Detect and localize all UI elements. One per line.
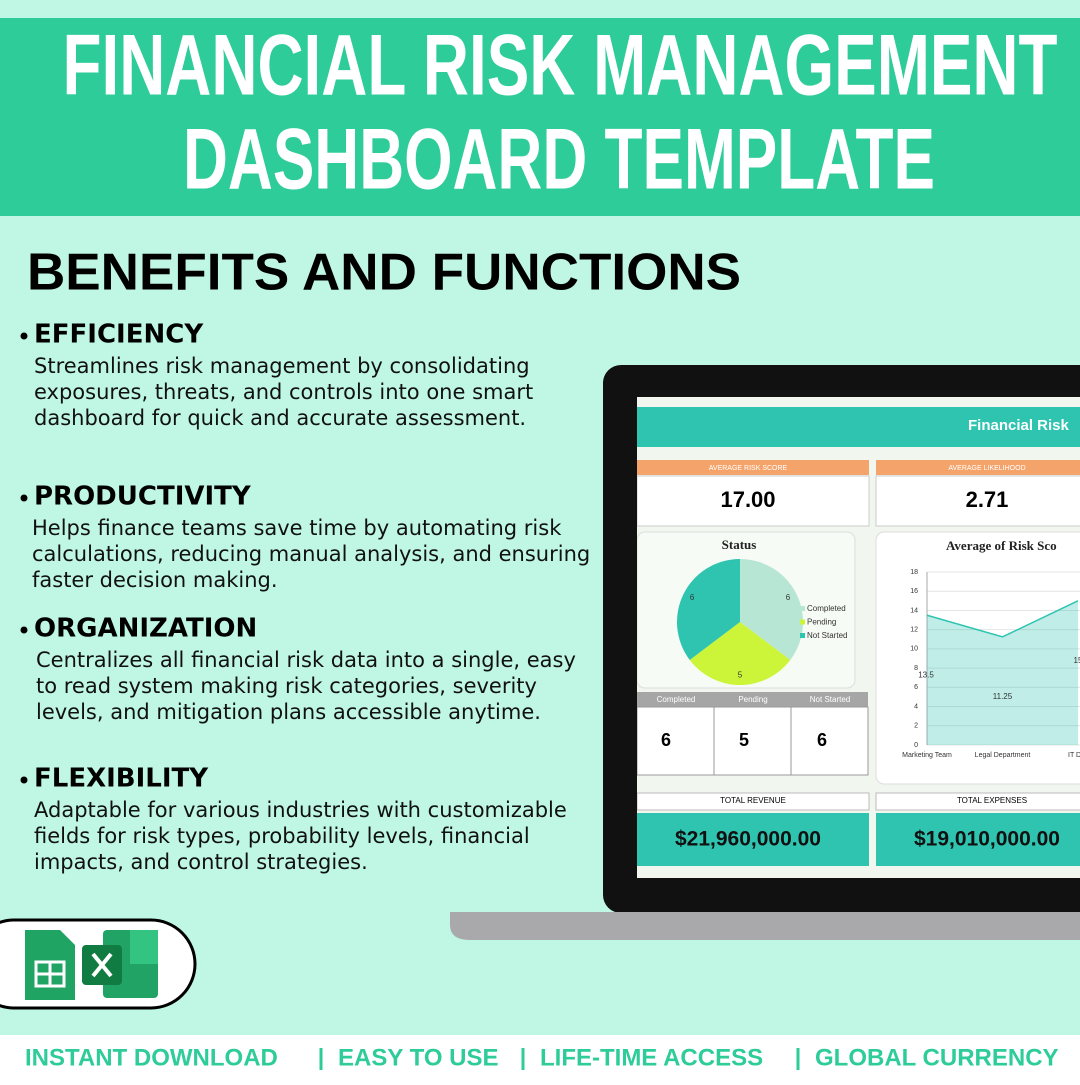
bullet [20, 332, 28, 340]
y-tick-label: 8 [914, 665, 918, 672]
footer-band [0, 1035, 1080, 1080]
x-tick-label: Marketing Team [902, 752, 952, 759]
y-tick-label: 0 [914, 742, 918, 749]
table-header-text: Not Started [810, 695, 850, 704]
benefit-text: fields for risk types, probability level… [34, 824, 530, 848]
benefit-text: calculations, reducing manual analysis, … [32, 542, 590, 566]
legend-swatch [800, 606, 805, 611]
data-label: 6 [690, 593, 695, 602]
footer-item: LIFE-TIME ACCESS [540, 1044, 763, 1071]
dashboard-title-bar [637, 407, 1080, 447]
kpi-box [875, 475, 1080, 527]
table-cell [637, 706, 715, 776]
benefits: EFFICIENCY Streamlines risk management by… [20, 320, 590, 874]
y-tick-label: 16 [910, 588, 918, 595]
kpi-label: AVERAGE LIKELIHOOD [948, 465, 1025, 472]
pie-slice [689, 622, 791, 685]
total-header [875, 792, 1080, 811]
table-value: 6 [661, 730, 671, 750]
bullet [20, 494, 28, 502]
kpi-value: 2.71 [966, 487, 1009, 512]
table-header [637, 692, 714, 707]
header-band [0, 18, 1080, 216]
data-label: 6 [786, 593, 791, 602]
x-tick-label: Legal Department [975, 752, 1031, 759]
y-tick-label: 18 [910, 569, 918, 576]
chart-title: Average of Risk Sco [946, 538, 1057, 553]
footer: INSTANT DOWNLOAD EASY TO USE LIFE-TIME ACC… [25, 1044, 1059, 1071]
excel-x [91, 952, 113, 978]
footer-item: INSTANT DOWNLOAD [25, 1044, 278, 1071]
laptop-base [450, 912, 1080, 940]
legend-label: Not Started [807, 631, 847, 640]
benefit-text: Helps finance teams save time by automat… [32, 516, 562, 540]
y-tick-label: 12 [910, 627, 918, 634]
benefit-heading: FLEXIBILITY [34, 764, 209, 794]
kpi-label: AVERAGE RISK SCORE [709, 465, 788, 472]
kpi-header [637, 460, 869, 475]
benefit-heading: ORGANIZATION [34, 614, 257, 644]
y-tick-label: 2 [914, 723, 918, 730]
footer-item: GLOBAL CURRENCY [815, 1044, 1059, 1071]
dashboard-title: Financial Risk [968, 417, 1070, 434]
table-header [714, 692, 791, 707]
total-label: TOTAL EXPENSES [957, 796, 1027, 805]
benefit-heading: PRODUCTIVITY [34, 482, 252, 512]
benefit-text: Streamlines risk management by consolida… [34, 354, 530, 378]
table-value: 5 [739, 730, 749, 750]
chart-title: Status [722, 537, 757, 552]
benefit-text: Centralizes all financial risk data into… [36, 648, 576, 672]
legend-label: Pending [807, 618, 836, 627]
benefit-text: impacts, and control strategies. [34, 850, 368, 874]
table-header [791, 692, 868, 707]
data-label: 13.5 [918, 670, 934, 679]
total-value: $19,010,000.00 [914, 828, 1060, 851]
y-tick-label: 4 [914, 703, 918, 710]
data-label: 11.25 [993, 692, 1013, 701]
area [927, 600, 1078, 745]
benefit-text: Adaptable for various industries with cu… [34, 798, 567, 822]
kpi-value: 17.00 [720, 487, 775, 512]
total-box [876, 813, 1080, 866]
bullet [20, 626, 28, 634]
x-tick-label: IT Depa [1068, 752, 1080, 759]
pie-slice [740, 559, 803, 660]
total-box [637, 813, 869, 866]
data-label: 15 [1074, 656, 1080, 665]
data-label: 5 [738, 671, 743, 680]
bullet [20, 776, 28, 784]
benefit-text: exposures, threats, and controls into on… [34, 380, 533, 404]
total-label: TOTAL REVENUE [720, 796, 786, 805]
benefit-text: faster decision making. [32, 568, 278, 592]
benefit-text: to read system making risk categories, s… [36, 674, 537, 698]
total-header [637, 792, 870, 811]
kpi-header [876, 460, 1080, 475]
section-title: BENEFITS AND FUNCTIONS [27, 244, 741, 302]
benefit-text: levels, and mitigation plans accessible … [36, 700, 541, 724]
dashboard: Financial Risk AVERAGE RISK SCORE 17.00 TO… [637, 407, 1080, 866]
header-title: FINANCIAL RISK MANAGEMENT [63, 18, 1058, 114]
benefit-text: dashboard for quick and accurate assessm… [34, 406, 526, 430]
excel-icon [130, 930, 158, 964]
line [926, 600, 1079, 638]
table-cell [790, 706, 869, 776]
benefit-heading: EFFICIENCY [34, 320, 204, 350]
y-tick-label: 14 [910, 607, 918, 614]
pie-slice [677, 559, 740, 660]
legend-swatch [800, 633, 805, 638]
legend-swatch [800, 619, 805, 625]
y-tick-label: 6 [914, 684, 918, 691]
total-value: $21,960,000.00 [675, 828, 821, 851]
table-cell [713, 706, 792, 776]
table-header-text: Completed [657, 695, 696, 704]
table-header-text: Pending [738, 695, 767, 704]
header-title: DASHBOARD TEMPLATE [183, 112, 935, 208]
y-tick-label: 10 [910, 646, 918, 653]
footer-item: EASY TO USE [338, 1044, 499, 1071]
kpi-box [637, 475, 870, 527]
legend-label: Completed [807, 604, 846, 613]
table-value: 6 [817, 730, 827, 750]
